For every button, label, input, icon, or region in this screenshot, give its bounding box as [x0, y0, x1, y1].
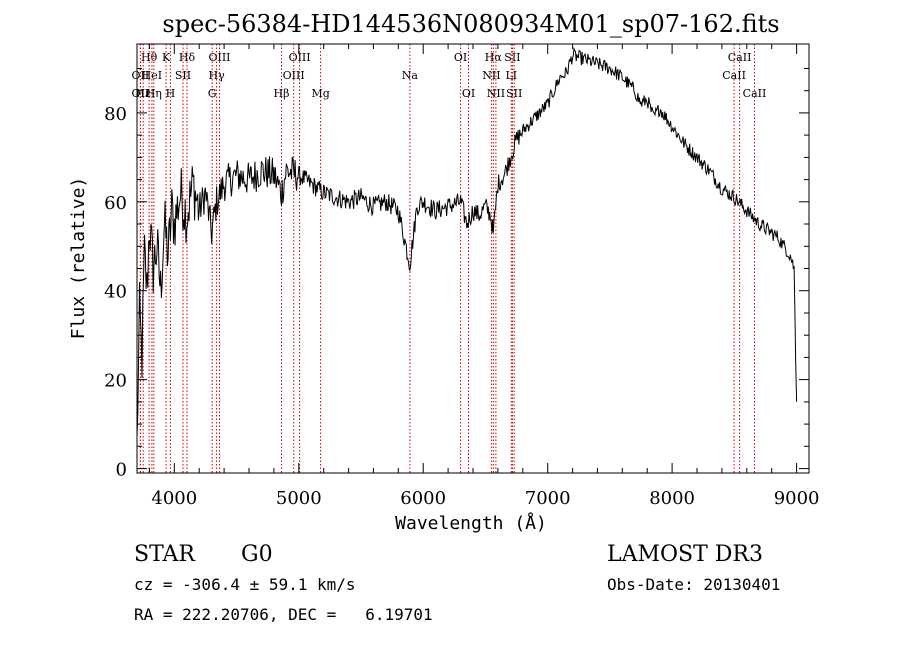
y-tick-label: 0 [116, 460, 127, 481]
velocity-readout: cz = -306.4 ± 59.1 km/s [134, 575, 356, 594]
object-class: STAR [134, 542, 196, 567]
x-tick-label: 8000 [649, 488, 695, 509]
line-label-23: LI [505, 69, 517, 82]
plot-frame [136, 43, 810, 474]
obs-date: Obs-Date: 20130401 [607, 575, 780, 594]
line-label-4: HeI [142, 69, 162, 82]
line-label-25: SII [506, 87, 522, 100]
x-tick-label: 6000 [400, 488, 446, 509]
y-axis-label: Flux (relative) [68, 177, 89, 340]
line-label-0: Hθ [141, 51, 158, 64]
line-label-17: Na [402, 69, 419, 82]
flux-series [136, 46, 798, 437]
line-label-7: SII [175, 69, 191, 82]
coordinates: RA = 222.20706, DEC = 6.19701 [134, 605, 433, 624]
line-label-14: OIII [289, 51, 311, 64]
line-label-20: Hα [485, 51, 503, 64]
line-label-13: Hβ [274, 87, 290, 100]
y-axis-ticks: 0 20 40 60 80 [104, 68, 809, 481]
line-label-6: K [162, 51, 171, 64]
line-label-18: OI [454, 51, 467, 64]
line-label-22: NII [482, 69, 500, 82]
flux-line [136, 46, 798, 437]
line-label-26: CaII [728, 51, 752, 64]
line-label-12: G [208, 87, 217, 100]
line-label-15: OIII [283, 69, 305, 82]
line-label-9: H [166, 87, 176, 100]
x-tick-label: 9000 [774, 488, 820, 509]
line-label-5: Hη [146, 87, 162, 100]
line-label-27: CaII [722, 69, 746, 82]
line-label-24: NII [487, 87, 505, 100]
y-tick-label: 40 [104, 282, 127, 303]
line-label-28: CaII [743, 87, 767, 100]
x-axis-label: Wavelength (Å) [395, 512, 547, 534]
line-label-21: SII [504, 51, 520, 64]
x-tick-label: 7000 [525, 488, 571, 509]
line-label-19: OI [462, 87, 475, 100]
y-tick-label: 60 [104, 193, 127, 214]
y-tick-label: 20 [104, 371, 127, 392]
x-tick-label: 4000 [151, 488, 197, 509]
line-label-2: OII [132, 87, 150, 100]
x-tick-label: 5000 [276, 488, 322, 509]
line-label-10: OIII [208, 51, 230, 64]
object-subclass: G0 [241, 542, 273, 567]
line-label-16: Mg [311, 87, 329, 100]
x-axis-ticks: 4000 5000 6000 7000 8000 9000 [148, 44, 820, 509]
survey-name: LAMOST DR3 [607, 542, 763, 567]
line-label-8: Hδ [179, 51, 196, 64]
chart-title: spec-56384-HD144536N080934M01_sp07-162.f… [162, 10, 779, 38]
line-label-11: Hγ [209, 69, 226, 82]
y-tick-label: 80 [104, 104, 127, 125]
